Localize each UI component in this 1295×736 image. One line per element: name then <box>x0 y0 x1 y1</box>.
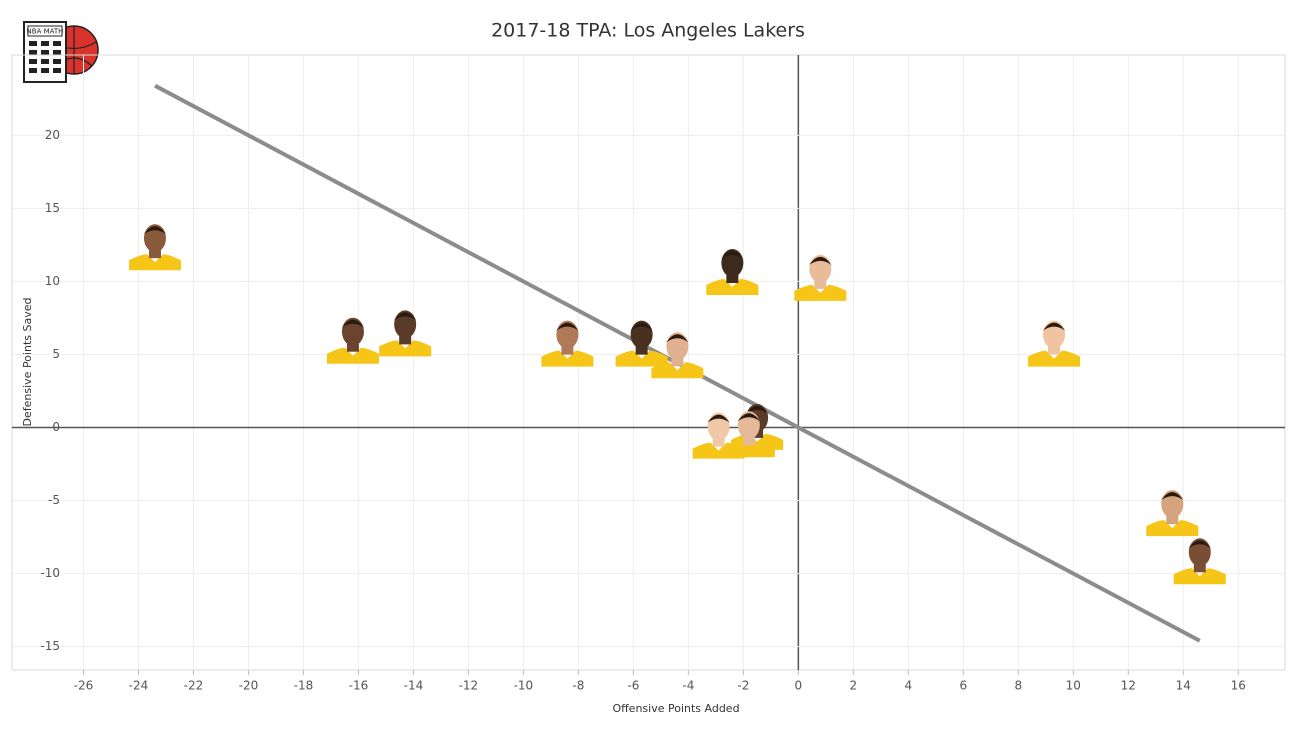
jersey <box>128 254 181 271</box>
jersey <box>615 350 668 367</box>
player-marker <box>615 320 668 367</box>
x-tick-label: 10 <box>1066 679 1081 693</box>
plot-frame <box>11 54 1286 671</box>
jersey <box>541 350 594 367</box>
hair <box>737 413 760 422</box>
y-tick-label: 20 <box>45 128 60 142</box>
player-marker <box>1146 490 1199 537</box>
y-tick-label: 15 <box>45 201 60 215</box>
x-tick-label: 8 <box>1014 679 1022 693</box>
player-marker <box>794 254 847 301</box>
x-tick-label: 4 <box>905 679 913 693</box>
logo: NBA MATH <box>23 21 99 83</box>
x-tick-label: 2 <box>850 679 858 693</box>
hair <box>394 312 417 321</box>
x-tick-label: -8 <box>572 679 584 693</box>
y-tick-label: 10 <box>45 274 60 288</box>
player-marker <box>1028 320 1081 367</box>
x-tick-label: 0 <box>795 679 803 693</box>
jersey <box>1146 520 1199 537</box>
y-axis-title: Defensive Points Saved <box>21 298 34 427</box>
jersey <box>326 347 379 364</box>
hair <box>556 322 579 331</box>
hair <box>1188 540 1211 549</box>
x-tick-label: -20 <box>239 679 259 693</box>
player-marker <box>706 249 759 296</box>
logo-text: NBA MATH <box>27 28 64 36</box>
jersey <box>706 279 759 296</box>
x-tick-label: -18 <box>294 679 314 693</box>
player-marker <box>379 310 432 357</box>
x-tick-label: -12 <box>459 679 479 693</box>
x-tick-label: 6 <box>959 679 967 693</box>
jersey <box>1028 350 1081 367</box>
logo-screen <box>27 25 63 37</box>
hair <box>341 319 364 328</box>
y-tick-label: 5 <box>52 347 60 361</box>
x-tick-label: -4 <box>682 679 694 693</box>
x-tick-label: -10 <box>514 679 534 693</box>
jersey <box>379 340 432 357</box>
x-tick-label: -26 <box>74 679 94 693</box>
chart-title: 2017-18 TPA: Los Angeles Lakers <box>491 20 805 42</box>
x-tick-label: 12 <box>1121 679 1136 693</box>
y-tick-label: -15 <box>40 639 60 653</box>
hair <box>666 334 689 343</box>
x-tick-label: -22 <box>184 679 204 693</box>
jersey <box>794 284 847 301</box>
x-tick-label: -2 <box>737 679 749 693</box>
x-tick-label: -6 <box>627 679 639 693</box>
player-marker <box>541 320 594 367</box>
x-tick-label: 16 <box>1231 679 1246 693</box>
y-tick-label: 0 <box>52 420 60 434</box>
jersey <box>651 362 704 379</box>
player-marker <box>326 317 379 364</box>
y-tick-label: -5 <box>48 493 60 507</box>
hair <box>721 251 744 260</box>
x-tick-label: -14 <box>404 679 424 693</box>
x-tick-label: -16 <box>349 679 369 693</box>
hair <box>809 256 832 265</box>
x-tick-label: -24 <box>129 679 149 693</box>
x-tick-label: 14 <box>1176 679 1191 693</box>
hair <box>1043 322 1066 331</box>
y-tick-label: -10 <box>40 566 60 580</box>
logo-keys <box>29 41 61 73</box>
hair <box>630 322 653 331</box>
hair <box>746 405 769 414</box>
jersey <box>692 442 745 459</box>
jersey <box>1173 568 1226 585</box>
hair <box>707 414 730 423</box>
hair <box>1161 492 1184 501</box>
player-marker <box>128 224 181 271</box>
hair <box>143 226 166 235</box>
player-marker <box>1173 538 1226 585</box>
player-marker <box>651 332 704 379</box>
x-axis-title: Offensive Points Added <box>612 702 739 715</box>
player-marker <box>692 412 745 459</box>
